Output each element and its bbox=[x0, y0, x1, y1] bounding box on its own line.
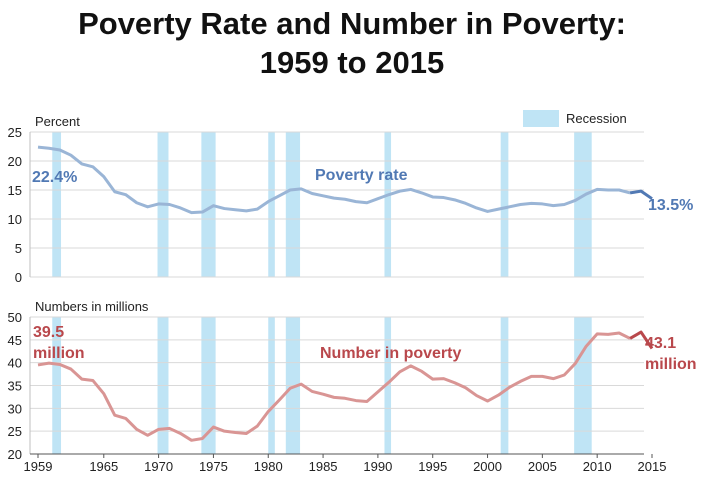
number-start-label-1: 39.5 bbox=[33, 324, 64, 341]
recession-band-1-1 bbox=[52, 132, 62, 277]
y-tick-number-45: 45 bbox=[8, 333, 22, 348]
series-line-recent-rate bbox=[629, 189, 653, 200]
number-series-label: Number in poverty bbox=[320, 345, 461, 362]
x-tick-1970: 1970 bbox=[144, 459, 173, 474]
legend-label: Recession bbox=[566, 111, 627, 126]
gridlines bbox=[29, 131, 653, 458]
y-tick-rate-15: 15 bbox=[8, 183, 22, 198]
recession-band-1-6 bbox=[384, 132, 392, 277]
recession-band-1-8 bbox=[574, 132, 592, 277]
series-line-rate bbox=[37, 145, 631, 215]
chart-title: Poverty Rate and Number in Poverty: 1959… bbox=[0, 4, 704, 82]
x-tick-1985: 1985 bbox=[309, 459, 338, 474]
y-tick-number-30: 30 bbox=[8, 401, 22, 416]
number-end-label-2: million bbox=[645, 356, 697, 373]
x-tick-1995: 1995 bbox=[418, 459, 447, 474]
x-tick-1965: 1965 bbox=[89, 459, 118, 474]
series-line-recent-number bbox=[629, 330, 654, 350]
x-tick-1959: 1959 bbox=[24, 459, 53, 474]
y-tick-number-40: 40 bbox=[8, 356, 22, 371]
legend-swatch bbox=[523, 110, 559, 127]
number-start-label-2: million bbox=[33, 345, 85, 362]
rate-end-label: 13.5% bbox=[648, 197, 693, 214]
x-tick-1980: 1980 bbox=[254, 459, 283, 474]
recession-band-1-7 bbox=[500, 132, 509, 277]
y-tick-rate-10: 10 bbox=[8, 212, 22, 227]
series-lines bbox=[37, 145, 654, 442]
rate-start-label: 22.4% bbox=[32, 169, 77, 186]
x-tick-1990: 1990 bbox=[363, 459, 392, 474]
y-tick-rate-25: 25 bbox=[8, 125, 22, 140]
y-tick-rate-20: 20 bbox=[8, 154, 22, 169]
y-tick-rate-5: 5 bbox=[15, 241, 22, 256]
series-line-number bbox=[37, 331, 631, 442]
rate-series-label: Poverty rate bbox=[315, 167, 408, 184]
x-tick-2000: 2000 bbox=[473, 459, 502, 474]
y-tick-number-25: 25 bbox=[8, 424, 22, 439]
x-tick-1975: 1975 bbox=[199, 459, 228, 474]
x-tick-2005: 2005 bbox=[528, 459, 557, 474]
x-tick-2010: 2010 bbox=[583, 459, 612, 474]
y-tick-number-35: 35 bbox=[8, 379, 22, 394]
chart-labels: Recession 0 5 10 15 20 25 Percent 20 25 30 35 40 45 50… bbox=[8, 110, 697, 474]
recession-band-1-4 bbox=[268, 132, 275, 277]
chart-title-line-2: 1959 to 2015 bbox=[259, 45, 445, 80]
recession-band-1-3 bbox=[201, 132, 216, 277]
unit-label-number: Numbers in millions bbox=[35, 299, 149, 314]
y-tick-number-20: 20 bbox=[8, 447, 22, 462]
unit-label-rate: Percent bbox=[35, 114, 80, 129]
x-tick-2015: 2015 bbox=[638, 459, 667, 474]
y-tick-number-50: 50 bbox=[8, 310, 22, 325]
y-tick-rate-0: 0 bbox=[15, 270, 22, 285]
chart-title-line-1: Poverty Rate and Number in Poverty: bbox=[78, 6, 626, 41]
number-end-label-1: 43.1 bbox=[645, 335, 676, 352]
recession-band-1-5 bbox=[285, 132, 301, 277]
